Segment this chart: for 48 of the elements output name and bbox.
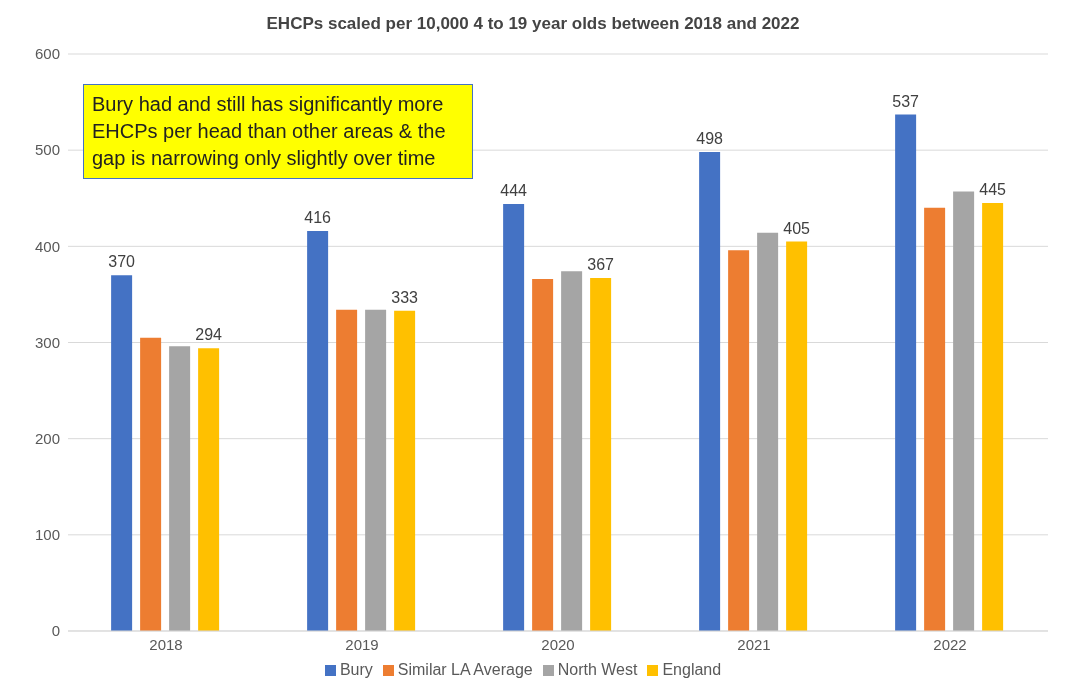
annotation: Bury had and still has significantly more EHCPs per head than other areas & the gap is narrowing only slightly over time xyxy=(83,84,473,179)
bar xyxy=(111,275,133,631)
bar xyxy=(982,203,1004,631)
bar xyxy=(307,230,329,631)
data-label: 367 xyxy=(587,256,615,274)
data-label: 537 xyxy=(892,92,920,110)
x-tick-label: 2021 xyxy=(737,635,771,653)
legend-label: North West xyxy=(557,661,638,678)
y-tick-label: 600 xyxy=(34,45,60,63)
bar xyxy=(532,279,554,631)
data-label: 445 xyxy=(979,181,1007,199)
bar xyxy=(953,191,975,631)
bar xyxy=(786,241,808,631)
bar xyxy=(394,310,416,631)
data-label: 405 xyxy=(783,219,811,237)
y-tick-label: 100 xyxy=(34,526,60,544)
bar xyxy=(336,309,358,631)
legend-label: Similar LA Average xyxy=(397,661,533,678)
bar xyxy=(728,250,750,631)
x-tick-label: 2020 xyxy=(541,635,575,653)
bar xyxy=(895,114,917,631)
bar xyxy=(140,337,162,631)
y-tick-label: 300 xyxy=(34,333,60,351)
bar xyxy=(365,309,387,631)
bar xyxy=(198,348,220,631)
data-label: 333 xyxy=(391,288,419,306)
bar xyxy=(561,271,583,631)
chart-title: EHCPs scaled per 10,000 4 to 19 year olds between 2018 and 2022 xyxy=(265,13,801,35)
bar xyxy=(590,278,612,631)
x-tick-label: 2022 xyxy=(933,635,967,653)
bar xyxy=(757,232,779,631)
data-label: 416 xyxy=(304,208,332,226)
y-tick-label: 0 xyxy=(51,622,60,640)
legend-label: Bury xyxy=(339,661,373,678)
bar xyxy=(169,346,191,631)
data-label: 498 xyxy=(696,130,724,148)
y-tick-label: 500 xyxy=(34,141,60,159)
bar xyxy=(924,207,946,631)
bar xyxy=(503,204,525,631)
y-tick-label: 200 xyxy=(34,429,60,447)
data-label: 444 xyxy=(500,182,528,200)
x-tick-label: 2018 xyxy=(149,635,183,653)
legend-label: England xyxy=(662,661,722,678)
data-label: 294 xyxy=(195,326,223,344)
data-label: 370 xyxy=(108,253,136,271)
bar xyxy=(699,152,721,631)
y-tick-label: 400 xyxy=(34,237,60,255)
x-tick-label: 2019 xyxy=(345,635,379,653)
